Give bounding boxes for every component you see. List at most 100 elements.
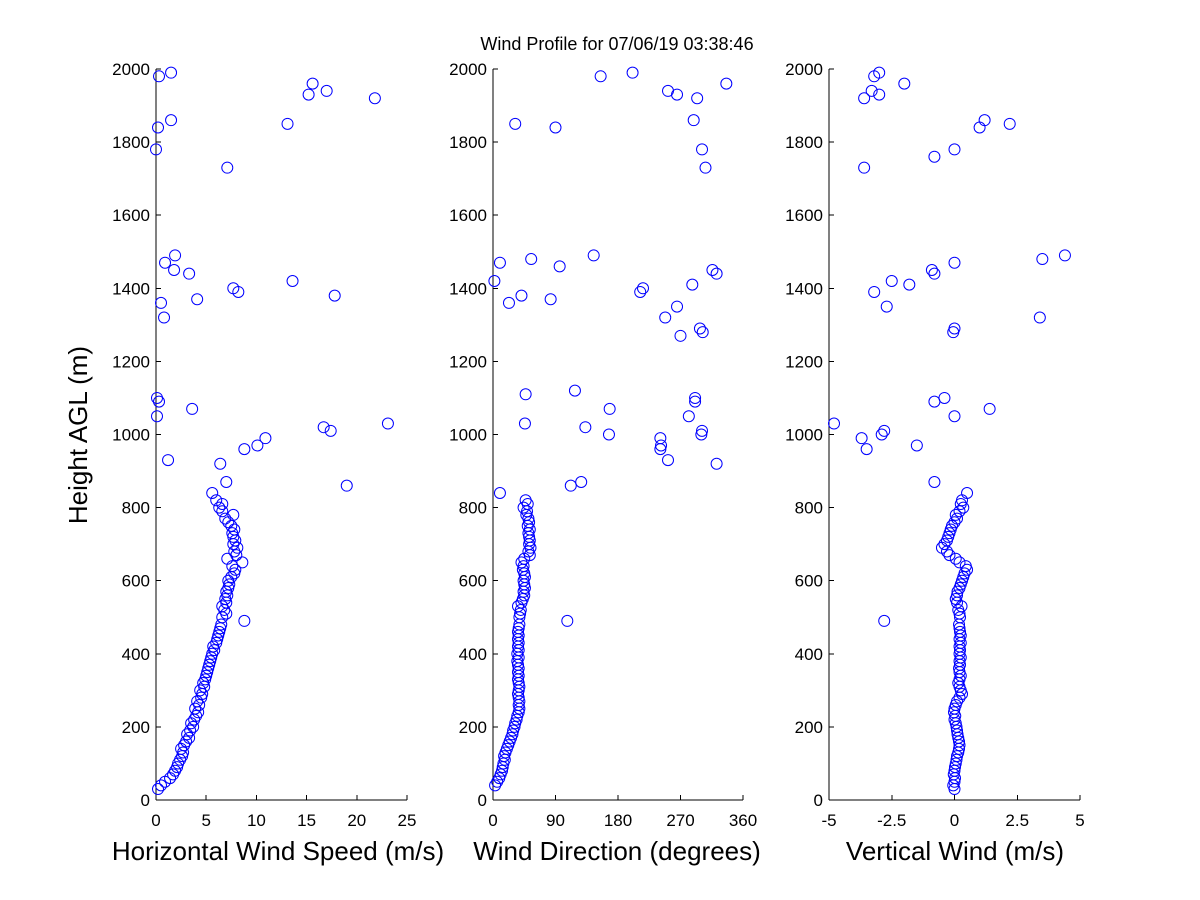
data-point: [199, 673, 212, 686]
data-point: [564, 479, 577, 492]
data-point: [961, 486, 974, 499]
data-point: [943, 549, 956, 562]
data-point: [928, 395, 941, 408]
data-point: [865, 84, 878, 97]
data-point: [938, 391, 951, 404]
data-point: [689, 391, 702, 404]
data-point: [579, 421, 592, 434]
y-tick-label: 800: [122, 499, 150, 518]
data-point: [720, 77, 733, 90]
data-point: [207, 640, 220, 653]
y-tick-label: 1600: [449, 206, 487, 225]
data-point: [686, 278, 699, 291]
data-point: [229, 563, 242, 576]
data-point: [1033, 311, 1046, 324]
data-point: [488, 274, 501, 287]
data-point: [153, 70, 166, 83]
data-point: [878, 614, 891, 627]
data-point: [510, 713, 523, 726]
panel-2: 0 200 400 600 800 1000 1200 1400 1600 1800 2000 0 90…: [449, 60, 761, 866]
data-point: [216, 600, 229, 613]
y-tick-label: 1000: [785, 426, 823, 445]
data-point: [227, 508, 240, 521]
data-point: [928, 267, 941, 280]
data-point: [324, 424, 337, 437]
data-point: [194, 684, 207, 697]
data-point: [955, 600, 968, 613]
data-point: [953, 505, 966, 518]
data-point: [689, 395, 702, 408]
data-point: [603, 402, 616, 415]
data-point: [213, 625, 226, 638]
data-point: [898, 77, 911, 90]
y-tick-label: 1200: [785, 352, 823, 371]
data-points: [828, 66, 1071, 796]
data-point: [306, 77, 319, 90]
data-point: [515, 289, 528, 302]
data-point: [948, 256, 961, 269]
y-tick-label: 1200: [112, 352, 150, 371]
data-point: [223, 578, 236, 591]
data-point: [191, 293, 204, 306]
data-point: [903, 278, 916, 291]
data-point: [691, 92, 704, 105]
data-point: [221, 161, 234, 174]
y-tick-label: 600: [459, 572, 487, 591]
data-point: [165, 66, 178, 79]
data-point: [169, 249, 182, 262]
data-point: [710, 267, 723, 280]
data-point: [828, 417, 841, 430]
data-point: [953, 556, 966, 569]
x-tick-label: -2.5: [877, 811, 906, 830]
data-point: [687, 114, 700, 127]
y-tick-label: 400: [795, 645, 823, 664]
data-point: [1003, 117, 1016, 130]
data-point: [950, 753, 963, 766]
data-point: [928, 150, 941, 163]
data-point: [659, 311, 672, 324]
data-point: [858, 92, 871, 105]
data-point: [860, 443, 873, 456]
data-point: [662, 84, 674, 97]
data-point: [215, 618, 228, 631]
data-point: [952, 603, 965, 616]
data-point: [553, 260, 566, 273]
data-point: [868, 285, 881, 298]
data-point: [654, 432, 667, 445]
x-axis-label: Wind Direction (degrees): [473, 836, 761, 866]
x-tick-label: 25: [398, 811, 417, 830]
y-axis-label: Height AGL (m): [63, 346, 93, 524]
data-point: [155, 296, 168, 309]
x-tick-label: 90: [546, 811, 565, 830]
data-point: [855, 432, 868, 445]
data-point: [152, 783, 165, 796]
data-point: [302, 88, 315, 101]
data-points: [150, 66, 394, 796]
data-point: [549, 121, 562, 134]
data-point: [493, 256, 506, 269]
data-point: [165, 114, 178, 127]
data-point: [496, 764, 509, 777]
x-tick-label: -5: [821, 811, 836, 830]
data-point: [210, 494, 223, 507]
x-tick-label: 0: [151, 811, 160, 830]
data-point: [259, 432, 272, 445]
data-point: [594, 70, 607, 83]
panel-1: 0 200 400 600 800 1000 1200 1400 1600 1800 2000 0 5 1…: [63, 60, 444, 866]
data-point: [281, 117, 294, 130]
x-tick-label: 180: [604, 811, 632, 830]
data-point: [340, 479, 353, 492]
data-point: [699, 161, 712, 174]
data-point: [216, 505, 229, 518]
y-tick-label: 400: [122, 645, 150, 664]
data-point: [948, 516, 961, 529]
data-point: [958, 567, 971, 580]
data-point: [186, 402, 199, 415]
x-tick-label: 5: [201, 811, 210, 830]
data-point: [202, 662, 215, 675]
data-point: [238, 443, 251, 456]
data-point: [983, 402, 996, 415]
data-point: [200, 669, 213, 682]
y-tick-label: 1800: [449, 133, 487, 152]
x-tick-label: 15: [297, 811, 316, 830]
